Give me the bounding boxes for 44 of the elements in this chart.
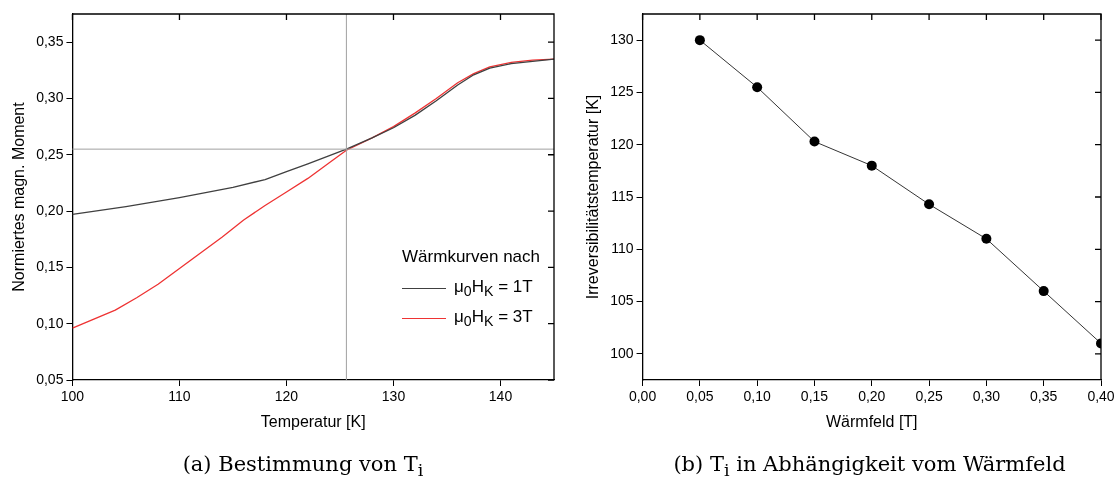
legend-label: μ$_{0}$H$_{K}$ = 3T bbox=[454, 306, 533, 330]
y-axis-title: Normiertes magn. Moment bbox=[10, 101, 28, 292]
point bbox=[752, 82, 763, 93]
point bbox=[981, 233, 992, 244]
y-tick-label: 0,20 bbox=[36, 201, 64, 218]
y-tick-label: 115 bbox=[611, 187, 634, 204]
x-tick-label: 0,35 bbox=[1030, 388, 1058, 405]
y-tick-label: 0,25 bbox=[36, 145, 64, 162]
x-axis-title: Temperatur [K] bbox=[260, 412, 366, 430]
y-tick-label: 120 bbox=[610, 135, 634, 152]
x-tick-label: 0,40 bbox=[1087, 388, 1115, 405]
x-tick-label: 140 bbox=[488, 388, 513, 405]
point bbox=[694, 35, 705, 46]
point bbox=[1038, 286, 1049, 297]
text: (a) Bestimmung von T$_{i}$ bbox=[181, 452, 425, 481]
point bbox=[866, 160, 877, 171]
point bbox=[924, 199, 935, 210]
y-tick-label: 0,35 bbox=[36, 33, 64, 50]
y-tick-label: 105 bbox=[610, 292, 634, 309]
x-tick-label: 130 bbox=[381, 388, 406, 405]
x-tick-label: 110 bbox=[168, 388, 191, 405]
x-tick-label: 0,30 bbox=[972, 388, 1001, 405]
legend-label: μ$_{0}$H$_{K}$ = 1T bbox=[454, 276, 533, 300]
x-axis-title: Wärmfeld [T] bbox=[826, 412, 918, 430]
x-tick-label: 120 bbox=[274, 388, 299, 405]
y-tick-label: 110 bbox=[611, 240, 634, 257]
x-tick-label: 0,05 bbox=[686, 388, 714, 405]
y-axis-title: Irreversibilitätstemperatur [K] bbox=[584, 94, 602, 300]
y-tick-label: 0,30 bbox=[36, 89, 64, 106]
x-tick-label: 0,25 bbox=[915, 388, 943, 405]
point bbox=[809, 136, 820, 147]
x-tick-label: 0,20 bbox=[858, 388, 886, 405]
x-tick-label: 0,15 bbox=[800, 388, 829, 405]
y-tick-label: 0,10 bbox=[36, 314, 64, 331]
y-tick-label: 130 bbox=[610, 31, 634, 47]
y-tick-label: 0,05 bbox=[36, 370, 64, 387]
y-tick-label: 125 bbox=[610, 83, 634, 100]
x-tick-label: 0,00 bbox=[628, 388, 657, 405]
y-tick-label: 0,15 bbox=[36, 258, 64, 275]
y-tick-label: 100 bbox=[610, 344, 634, 361]
x-tick-label: 100 bbox=[60, 388, 85, 405]
legend-title: Wärmkurven nach bbox=[402, 247, 540, 267]
x-tick-label: 0,10 bbox=[743, 388, 772, 405]
text: (b) T$_{i}$ in Abhängigkeit vom Wärmfeld bbox=[672, 452, 1067, 481]
